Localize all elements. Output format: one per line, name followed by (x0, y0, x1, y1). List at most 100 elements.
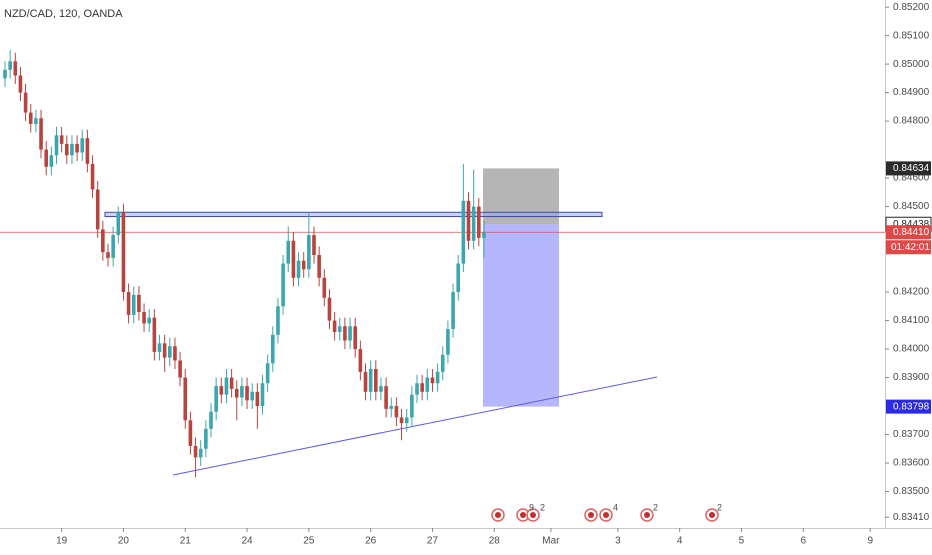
candle-body (399, 417, 404, 424)
candle-body (80, 138, 85, 153)
event-icon-center (588, 512, 594, 518)
event-count: 4 (613, 502, 618, 512)
candle-body (75, 143, 79, 153)
candle-body (131, 294, 136, 315)
price-label-box (886, 161, 931, 176)
candle-body (49, 155, 54, 167)
candle-body (23, 92, 28, 113)
candle-body (173, 346, 177, 361)
candle-body (54, 135, 59, 156)
event-icon-center (644, 512, 650, 518)
y-tick-label: 0.85200 (893, 2, 930, 13)
event-icon-center (603, 512, 609, 518)
candle-body (147, 317, 151, 324)
candle-body (461, 200, 466, 264)
candle-body (245, 386, 249, 401)
candle-body (209, 411, 213, 429)
candle-body (327, 297, 332, 321)
candle-body (301, 260, 306, 270)
candle-body (250, 391, 255, 401)
candle-body (8, 61, 12, 70)
candle-body (379, 386, 383, 392)
candle-body (374, 369, 378, 392)
candle-body (271, 334, 275, 364)
x-tick-label: 3 (615, 536, 621, 547)
candles (3, 49, 486, 478)
event-icon-center (530, 512, 536, 518)
drawings (0, 168, 885, 476)
candle-body (358, 349, 363, 372)
axes: 0.85200 0.85100 0.85000 0.84900 0.84800 0.846… (56, 2, 932, 547)
candle-body (255, 391, 260, 407)
y-tick-label: 0.85000 (893, 59, 930, 70)
candle-body (456, 263, 461, 293)
candle-body (281, 263, 285, 307)
x-tick-label: 25 (303, 536, 315, 547)
price-label-box (886, 399, 931, 414)
y-tick-label: 0.84200 (893, 287, 930, 298)
y-tick-label: 0.84500 (893, 201, 930, 212)
candle-body (348, 326, 352, 341)
event-icon-center (520, 512, 526, 518)
price-label: 0.84438 (893, 219, 930, 230)
candle-body (291, 240, 296, 278)
candle-body (90, 163, 95, 190)
price-label: 0.84634 (893, 163, 930, 174)
price-label: 0.84410 (893, 227, 930, 238)
candle-body (415, 383, 419, 395)
candle-body (404, 417, 409, 424)
x-tick-label: 19 (56, 536, 68, 547)
chart-title: NZD/CAD, 120, OANDA (4, 8, 123, 20)
candle-body (34, 118, 38, 124)
candle-body (214, 386, 218, 412)
candle-body (111, 235, 115, 258)
candle-body (363, 371, 368, 392)
candle-body (142, 312, 146, 324)
x-tick-label: 24 (241, 536, 253, 547)
y-tick-label: 0.83600 (893, 458, 930, 469)
candle-body (3, 69, 7, 79)
candle-body (126, 292, 131, 315)
candle-body (183, 377, 188, 421)
candle-body (193, 445, 198, 458)
candle-body (224, 377, 229, 395)
candle-body (162, 343, 167, 358)
candle-body (59, 135, 64, 144)
candle-body (435, 371, 440, 384)
candle-body (368, 369, 373, 392)
candle-body (234, 388, 239, 398)
candle-body (204, 428, 208, 449)
x-tick-label: 28 (489, 536, 501, 547)
candle-body (152, 317, 157, 352)
price-label-box (886, 225, 931, 240)
y-tick-label: 0.85100 (893, 30, 930, 41)
candle-body (286, 240, 291, 264)
candle-body (322, 277, 327, 298)
candle-body (307, 235, 311, 270)
candle-body (265, 363, 270, 384)
x-tick-label: 4 (677, 536, 683, 547)
target-zone (483, 224, 559, 407)
candle-body (471, 206, 476, 241)
candle-body (420, 383, 424, 392)
candle-body (168, 346, 172, 358)
y-tick-label: 0.84100 (893, 315, 930, 326)
candle-body (451, 292, 455, 330)
candle-body (317, 255, 321, 278)
candle-body (70, 143, 74, 156)
candle-body (28, 112, 33, 124)
y-tick-label: 0.83700 (893, 429, 930, 440)
y-tick-label: 0.84800 (893, 116, 930, 127)
candle-body (477, 206, 481, 238)
candle-body (276, 306, 280, 335)
candle-body (430, 377, 435, 384)
x-tick-label: 6 (800, 536, 806, 547)
y-tick-label: 0.84900 (893, 87, 930, 98)
candle-body (219, 386, 224, 395)
y-tick-label: 0.84000 (893, 344, 930, 355)
x-tick-label: Mar (542, 536, 560, 547)
candle-body (440, 354, 445, 372)
candle-body (64, 143, 69, 156)
